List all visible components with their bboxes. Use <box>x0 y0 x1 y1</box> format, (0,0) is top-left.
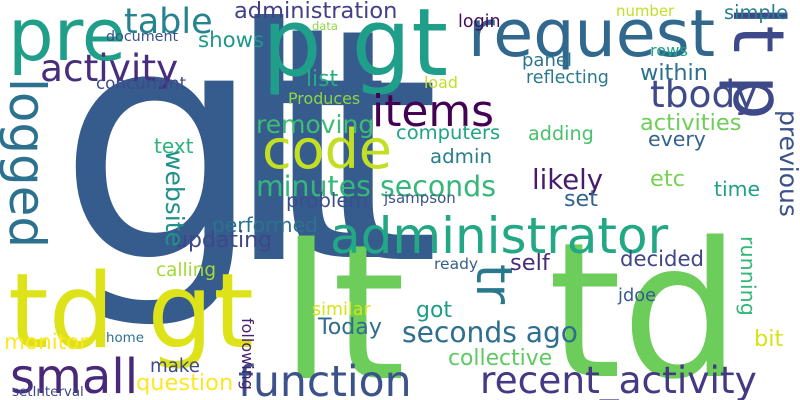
word-lt-large: lt <box>224 0 441 336</box>
word-make: make <box>150 355 200 377</box>
word-concurrent: concurrent <box>96 72 187 93</box>
word-shows: shows <box>198 28 265 54</box>
word-panel: panel <box>522 49 572 71</box>
word-got: got <box>416 298 453 323</box>
word-running: running <box>736 236 761 316</box>
word-td-gt: td gt <box>8 252 254 373</box>
word-self: self <box>510 249 550 276</box>
word-reflecting: reflecting <box>526 68 609 89</box>
word-following: following <box>238 318 257 390</box>
word-today: Today <box>318 313 382 340</box>
word-computers: computers <box>396 121 501 145</box>
word-seconds-ago: seconds ago <box>402 315 578 349</box>
word-set: set <box>564 185 598 212</box>
word-list: list <box>306 67 339 93</box>
word-table: table <box>124 1 213 42</box>
word-jdoe: jdoe <box>618 285 657 307</box>
word-ready: ready <box>434 255 479 274</box>
word-td: td <box>548 203 741 400</box>
word-recent-activity: recent_activity <box>480 358 757 400</box>
word-etc: etc <box>650 165 686 192</box>
word-logged: logged <box>0 78 56 249</box>
word-text: text <box>154 134 194 158</box>
word-setinterval: setInterval <box>12 385 84 400</box>
word-minutes-seconds: minutes seconds <box>256 169 496 203</box>
word-time: time <box>714 176 761 201</box>
word-calling: calling <box>156 259 217 281</box>
word-p-gt: p gt <box>262 0 449 99</box>
word-within: within <box>640 59 708 86</box>
word-website: website <box>159 150 189 247</box>
word-previous: previous <box>773 110 800 217</box>
word-tbody: tbody <box>650 72 758 117</box>
word-admin: admin <box>430 145 492 169</box>
word-function: function <box>238 357 412 400</box>
word-activities: activities <box>640 109 742 136</box>
word-every: every <box>648 126 706 151</box>
word-similar: similar <box>312 300 371 321</box>
word-collective: collective <box>448 346 553 372</box>
word-produces: Produces <box>288 89 361 109</box>
word-updating: updating <box>174 228 273 253</box>
word-monitor: monitor <box>4 330 89 356</box>
word-pre: pre <box>8 0 127 78</box>
word-small: small <box>10 348 139 400</box>
word-request: request <box>468 0 716 72</box>
word-bit: bit <box>754 325 784 352</box>
word-removing: removing <box>256 109 375 139</box>
word-load: load <box>424 73 458 93</box>
word-administrator: administrator <box>330 207 669 265</box>
word-lt-green: lt <box>280 205 406 400</box>
word-home: home <box>106 331 144 347</box>
word-login: login <box>458 12 501 33</box>
word-simple: simple <box>724 1 789 25</box>
word-problem: problem <box>286 189 368 213</box>
word-performed: performed <box>212 212 318 237</box>
word-activity: activity <box>40 46 179 91</box>
word-adding: adding <box>528 122 594 146</box>
word-administration: administration <box>234 0 398 24</box>
word-likely: likely <box>532 164 604 197</box>
word-code: code <box>262 118 392 182</box>
word-rows: rows <box>650 40 688 60</box>
word-document: document <box>106 28 179 45</box>
word-jsampson: jsampson <box>384 189 456 208</box>
word-gt: gt <box>58 0 390 334</box>
word-question: question <box>136 369 234 396</box>
word-decided: decided <box>620 246 704 272</box>
word-items: items <box>372 86 495 138</box>
word-number: number <box>616 1 675 20</box>
word-data: data <box>312 19 338 34</box>
